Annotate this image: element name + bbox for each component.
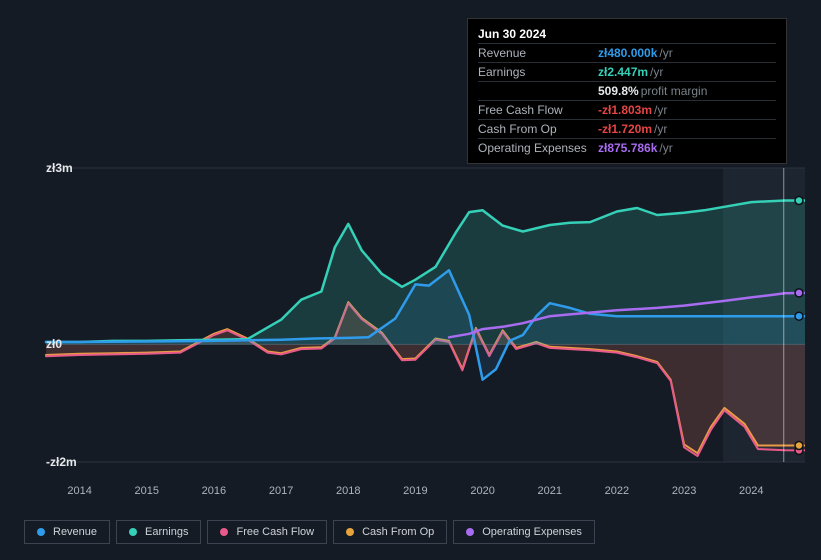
x-axis-label: 2019 xyxy=(403,485,427,497)
legend-swatch xyxy=(346,528,354,536)
tooltip-label: Cash From Op xyxy=(478,122,598,136)
x-axis-label: 2017 xyxy=(269,485,293,497)
legend-label: Revenue xyxy=(53,526,97,538)
tooltip-row: Operating Expenseszł875.786k /yr xyxy=(478,138,776,157)
y-axis-label: zł3m xyxy=(46,161,64,175)
y-axis-label: zł0 xyxy=(46,337,64,351)
legend-label: Earnings xyxy=(145,526,188,538)
legend-item-cash-from-op[interactable]: Cash From Op xyxy=(333,520,447,544)
legend-label: Free Cash Flow xyxy=(236,526,314,538)
legend-label: Cash From Op xyxy=(362,526,434,538)
tooltip-unit: /yr xyxy=(659,141,672,155)
chart-legend: Revenue Earnings Free Cash Flow Cash From O… xyxy=(24,520,595,544)
x-axis-label: 2015 xyxy=(135,485,159,497)
legend-label: Operating Expenses xyxy=(482,526,582,538)
tooltip-label: Operating Expenses xyxy=(478,141,598,155)
tooltip-row: 509.8% profit margin xyxy=(478,81,776,100)
tooltip-value: -zł1.803m xyxy=(598,103,652,117)
tooltip-unit: /yr xyxy=(654,122,667,136)
tooltip-value: 509.8% xyxy=(598,84,639,98)
tooltip-label: Free Cash Flow xyxy=(478,103,598,117)
legend-swatch xyxy=(37,528,45,536)
chart-tooltip: Jun 30 2024Revenuezł480.000k /yrEarnings… xyxy=(467,18,787,164)
x-axis-label: 2023 xyxy=(672,485,696,497)
chart-svg xyxy=(16,160,805,470)
tooltip-row: Earningszł2.447m /yr xyxy=(478,62,776,81)
tooltip-date: Jun 30 2024 xyxy=(478,27,546,41)
tooltip-unit: /yr xyxy=(654,103,667,117)
tooltip-row: Free Cash Flow-zł1.803m /yr xyxy=(478,100,776,119)
tooltip-value: -zł1.720m xyxy=(598,122,652,136)
tooltip-value: zł2.447m xyxy=(598,65,648,79)
x-axis-label: 2014 xyxy=(67,485,91,497)
tooltip-label xyxy=(478,84,598,98)
tooltip-label: Revenue xyxy=(478,46,598,60)
x-axis-label: 2018 xyxy=(336,485,360,497)
legend-item-revenue[interactable]: Revenue xyxy=(24,520,110,544)
tooltip-value: zł480.000k xyxy=(598,46,657,60)
legend-item-free-cash-flow[interactable]: Free Cash Flow xyxy=(207,520,327,544)
x-axis-label: 2016 xyxy=(202,485,226,497)
tooltip-unit: profit margin xyxy=(641,84,708,98)
tooltip-row: Cash From Op-zł1.720m /yr xyxy=(478,119,776,138)
legend-swatch xyxy=(466,528,474,536)
chart-area: zł3m zł0 -zł2m xyxy=(16,160,805,490)
x-axis-label: 2024 xyxy=(739,485,763,497)
tooltip-value: zł875.786k xyxy=(598,141,657,155)
legend-item-earnings[interactable]: Earnings xyxy=(116,520,201,544)
x-axis-label: 2020 xyxy=(470,485,494,497)
tooltip-row: Revenuezł480.000k /yr xyxy=(478,43,776,62)
legend-swatch xyxy=(129,528,137,536)
legend-swatch xyxy=(220,528,228,536)
tooltip-label: Earnings xyxy=(478,65,598,79)
tooltip-unit: /yr xyxy=(659,46,672,60)
y-axis-label: -zł2m xyxy=(46,455,64,469)
legend-item-operating-expenses[interactable]: Operating Expenses xyxy=(453,520,595,544)
x-axis-labels: 2014 2015 2016 2017 2018 2019 2020 2021 2022 2023… xyxy=(16,485,805,505)
tooltip-unit: /yr xyxy=(650,65,663,79)
x-axis-label: 2022 xyxy=(605,485,629,497)
x-axis-label: 2021 xyxy=(538,485,562,497)
